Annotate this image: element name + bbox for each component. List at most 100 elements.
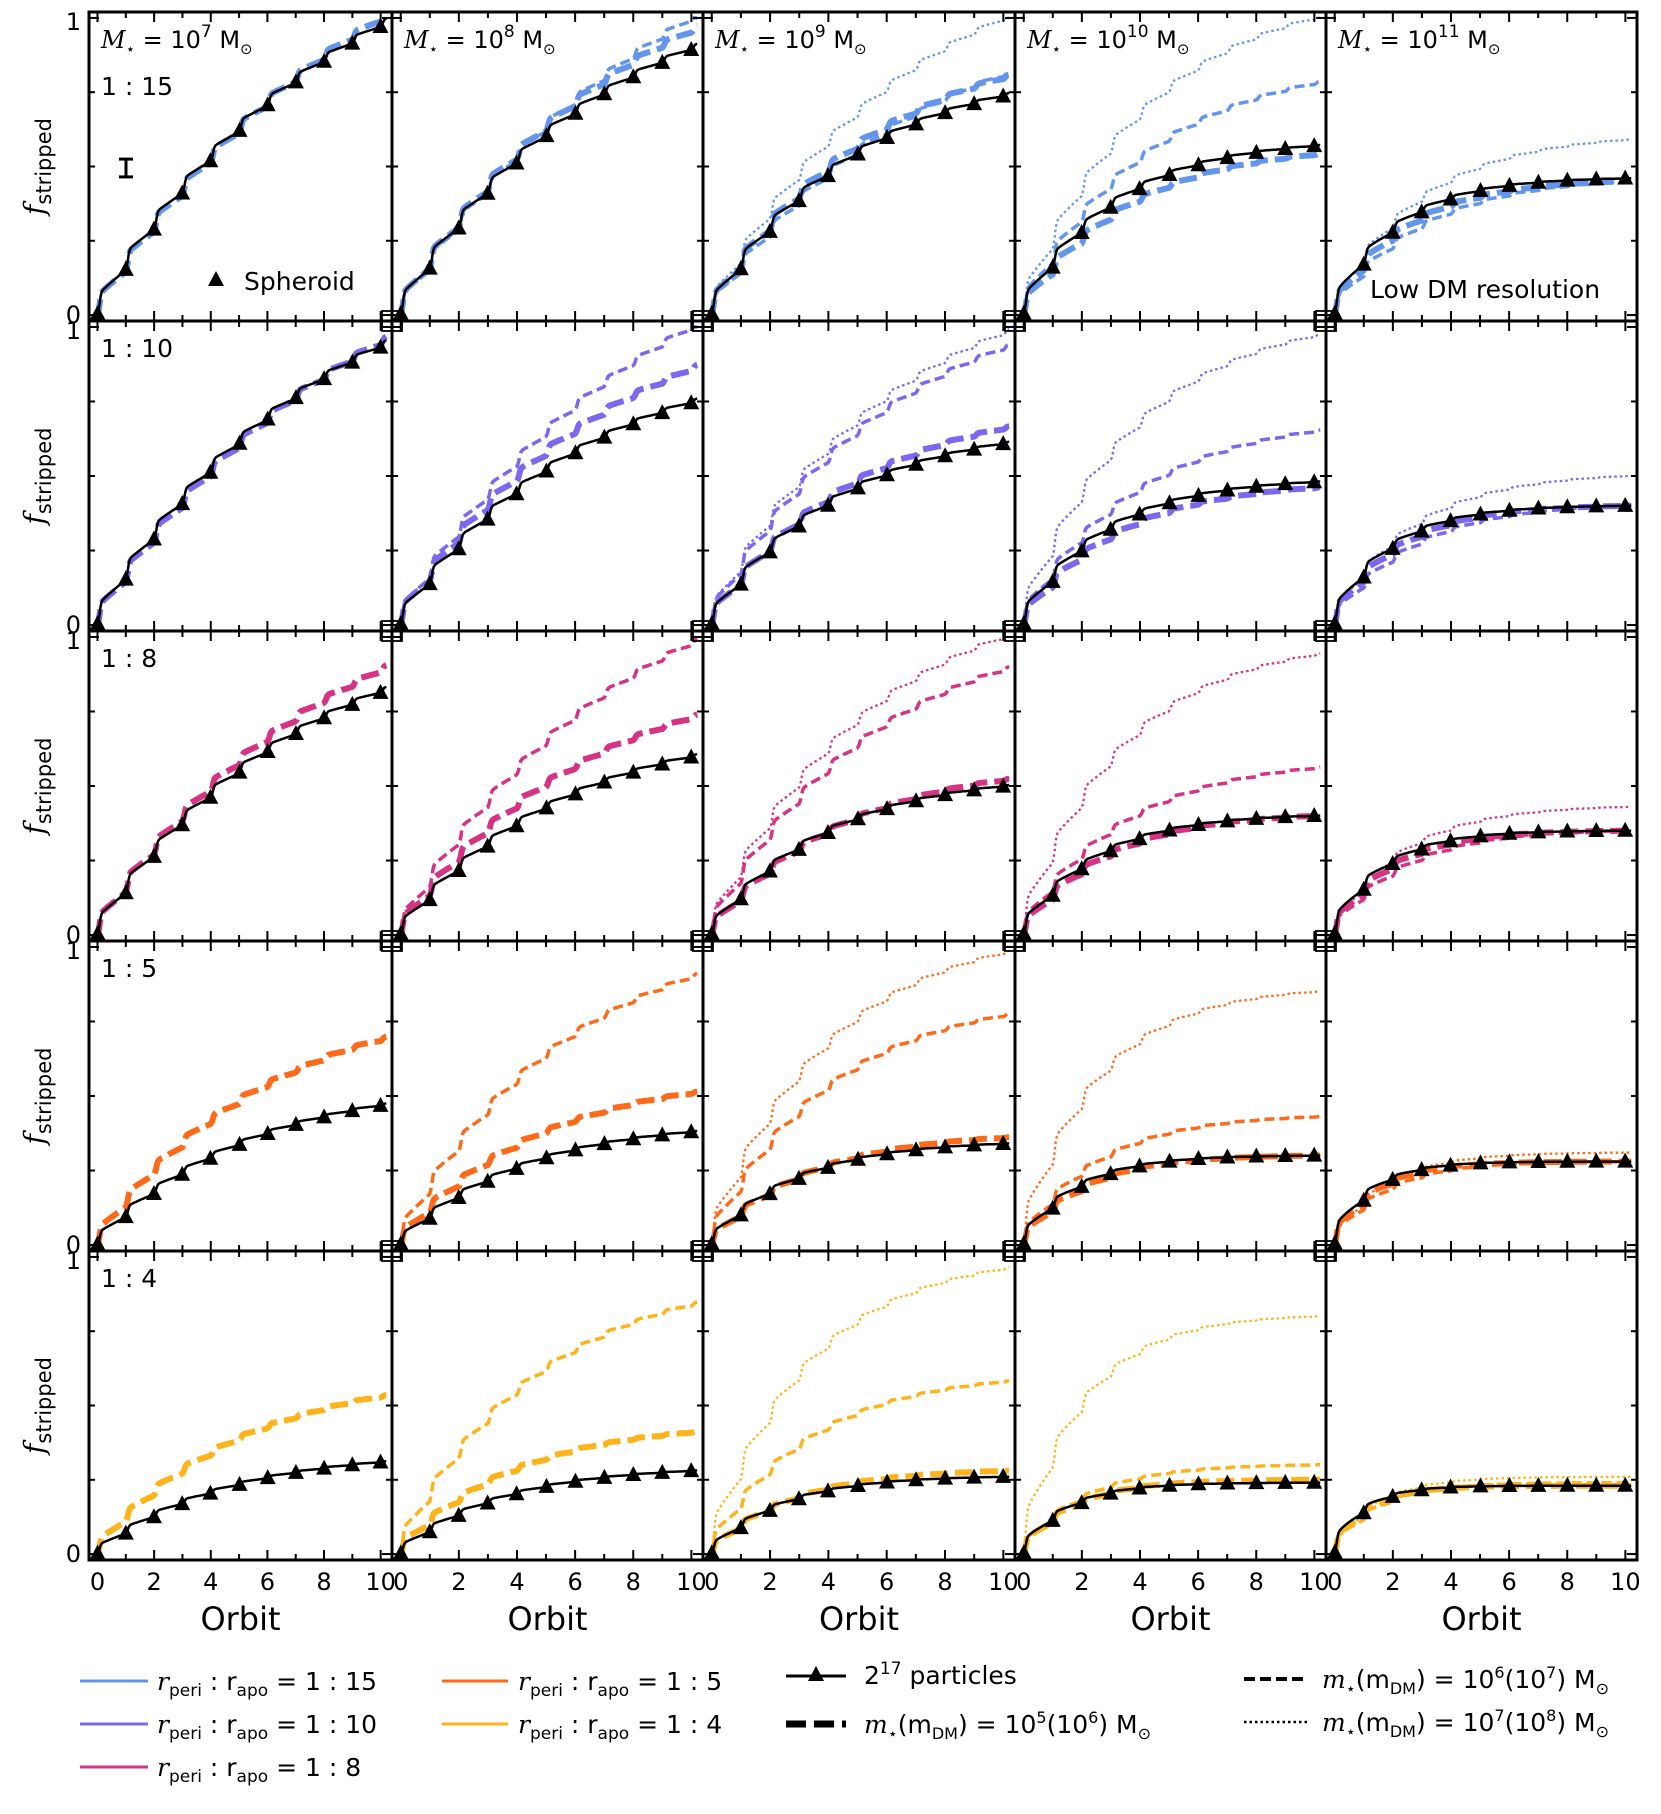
series-black_2e17 — [708, 91, 1010, 316]
marker-triangle — [654, 1126, 671, 1142]
x-axis-label: Orbit — [819, 1600, 899, 1638]
marker-triangle — [1472, 827, 1489, 843]
marker-triangle — [1248, 809, 1265, 825]
marker-triangle — [1190, 156, 1207, 172]
marker-triangle — [145, 1185, 162, 1201]
marker-triangle — [508, 154, 525, 170]
marker-triangle — [966, 781, 983, 797]
marker-triangle — [1530, 1476, 1547, 1492]
marker-triangle — [937, 1469, 954, 1485]
panel-r1-c4: M⋆ = 1010 M⊙ — [1013, 10, 1328, 323]
panel-r1-c2: M⋆ = 108 M⊙ — [390, 10, 705, 323]
marker-triangle — [316, 709, 333, 725]
series-dashed_1e6 — [708, 665, 1010, 936]
marker-triangle — [790, 1169, 807, 1185]
marker-triangle — [1588, 1152, 1605, 1168]
marker-triangle — [421, 891, 438, 907]
marker-triangle — [479, 1494, 496, 1510]
marker-triangle — [1355, 568, 1372, 584]
marker-triangle — [259, 410, 276, 426]
junction-box — [1315, 310, 1337, 332]
legend-label: rperi : rapo = 1 : 4 — [518, 1710, 722, 1744]
marker-triangle — [596, 428, 613, 444]
marker-triangle — [937, 1138, 954, 1154]
series-dotted_1e7 — [1020, 16, 1321, 315]
marker-triangle — [316, 52, 333, 68]
series-dashed_1e6 — [1020, 765, 1321, 936]
marker-triangle — [1413, 840, 1430, 856]
marker-triangle — [259, 96, 276, 112]
marker-triangle — [1530, 823, 1547, 839]
marker-triangle — [145, 847, 162, 863]
series-dotted_1e7 — [1331, 137, 1632, 316]
y-tick-label: 0 — [66, 301, 81, 329]
panel-frame — [1324, 629, 1639, 943]
x-tick-label: 6 — [567, 1568, 582, 1596]
panel-r2-c1: 0 1 fstripped 1 : 10 — [18, 317, 394, 639]
marker-triangle — [372, 1096, 389, 1112]
y-tick-label: 1 — [66, 317, 81, 345]
marker-triangle — [316, 1459, 333, 1475]
marker-triangle — [1131, 1479, 1148, 1495]
marker-triangle — [761, 1185, 778, 1201]
marker-triangle — [1161, 821, 1178, 837]
marker-triangle — [1559, 171, 1576, 187]
x-tick-label: 6 — [260, 1568, 275, 1596]
marker-triangle — [1530, 173, 1547, 189]
marker-triangle — [1501, 176, 1518, 192]
series-thick_dashed_1e5 — [1020, 1152, 1321, 1248]
x-tick-label: 0 — [1327, 1568, 1342, 1596]
marker-triangle — [732, 1519, 749, 1535]
x-axis-label: Orbit — [1130, 1600, 1210, 1638]
x-tick-label: 2 — [762, 1568, 777, 1596]
marker-triangle — [819, 496, 836, 512]
marker-triangle — [1219, 149, 1236, 165]
marker-triangle — [1413, 1161, 1430, 1177]
mass-label: M⋆ = 107 M⊙ — [100, 22, 253, 58]
junction-box — [1004, 930, 1026, 952]
marker-triangle — [1248, 1147, 1265, 1163]
x-tick-label: 10 — [365, 1568, 396, 1596]
y-tick-label: 0 — [66, 611, 81, 639]
series-dashed_1e6 — [1020, 428, 1321, 626]
marker-triangle — [538, 1149, 555, 1165]
series-dotted_1e7 — [1020, 1314, 1321, 1554]
x-tick-label: 2 — [146, 1568, 161, 1596]
marker-triangle — [1472, 505, 1489, 521]
junction-box — [381, 310, 403, 332]
x-tick-label: 10 — [1610, 1568, 1641, 1596]
series-dashed_1e6 — [397, 1300, 698, 1555]
marker-triangle — [849, 145, 866, 161]
marker-triangle — [966, 440, 983, 456]
legend-label: m⋆(mDM) = 106(107) M⊙ — [1322, 1663, 1609, 1698]
marker-triangle — [450, 219, 467, 235]
series-dashed_1e6 — [1020, 1463, 1321, 1556]
marker-triangle — [1073, 542, 1090, 558]
marker-triangle — [1559, 1476, 1576, 1492]
marker-triangle — [450, 1506, 467, 1522]
marker-triangle — [1277, 1473, 1294, 1489]
marker-triangle — [1248, 477, 1265, 493]
marker-triangle — [479, 510, 496, 526]
panel-frame — [1013, 10, 1328, 323]
series-dotted_1e7 — [708, 1266, 1010, 1554]
marker-triangle — [1501, 1476, 1518, 1492]
legend-label: rperi : rapo = 1 : 8 — [157, 1753, 361, 1787]
marker-triangle — [683, 1123, 700, 1139]
marker-triangle — [937, 104, 954, 120]
series-dashed_1e6 — [1331, 828, 1632, 937]
x-axis-label: Orbit — [507, 1600, 587, 1638]
marker-triangle — [231, 1475, 248, 1491]
panel-frame — [701, 1249, 1017, 1562]
marker-triangle — [1306, 1146, 1323, 1162]
marker-triangle — [761, 862, 778, 878]
marker-triangle — [1161, 1476, 1178, 1492]
marker-triangle — [1306, 137, 1323, 153]
marker-triangle — [849, 1150, 866, 1166]
series-black_2e17 — [708, 783, 1010, 936]
marker-triangle — [683, 394, 700, 410]
y-axis-label: fstripped — [18, 1048, 56, 1147]
marker-triangle — [1044, 886, 1061, 902]
y-tick-label: 0 — [66, 1540, 81, 1568]
series-thick_dashed_1e5 — [397, 361, 699, 628]
